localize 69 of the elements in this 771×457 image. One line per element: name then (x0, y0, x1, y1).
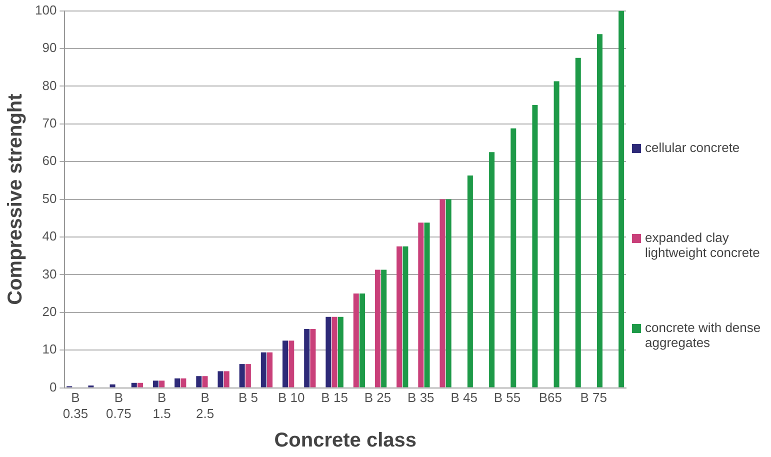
bar (282, 340, 288, 388)
x-tick-label: B65 (538, 390, 562, 406)
y-tick-label: 10 (42, 342, 57, 357)
bar (510, 128, 516, 388)
x-tick-label: B 15 (321, 390, 348, 406)
bar (338, 316, 344, 388)
y-axis-title: Compressive strenght (4, 93, 27, 305)
x-tick-label: B 1.5 (152, 390, 171, 421)
bar (332, 316, 338, 388)
x-tick-label: B 45 (450, 390, 478, 406)
y-tick-label: 70 (42, 115, 57, 130)
bar (260, 352, 266, 388)
y-tick-label: 60 (42, 153, 57, 168)
bar (424, 222, 430, 388)
bar (381, 270, 387, 388)
y-tick-label: 40 (42, 228, 57, 244)
y-tick-label: 30 (42, 266, 57, 282)
bar (138, 382, 144, 388)
bar (467, 176, 473, 388)
bar (575, 58, 581, 388)
bar (396, 246, 402, 388)
y-tick-label: 50 (42, 190, 57, 206)
bar (489, 152, 495, 388)
bar (304, 328, 310, 388)
x-tick-label: B 55 (494, 390, 521, 406)
bar (159, 380, 165, 388)
bar (174, 378, 180, 388)
bar (596, 34, 602, 388)
bar (402, 246, 408, 388)
bar (326, 316, 332, 388)
bar (374, 270, 380, 388)
bar (353, 294, 359, 388)
x-tick-label: B 0.35 (62, 390, 88, 421)
bar (218, 371, 224, 388)
bar (224, 371, 230, 388)
bar (267, 352, 273, 388)
x-tick-label: B 2.5 (196, 390, 214, 421)
x-tick-label: B 10 (278, 390, 305, 406)
bar (131, 382, 137, 388)
y-tick-label: 80 (42, 78, 57, 93)
bar (202, 376, 208, 388)
bar (532, 105, 538, 388)
x-tick-label: B 5 (238, 390, 258, 406)
bar (152, 380, 158, 388)
legend-label: cellular concrete (645, 140, 740, 155)
bar (245, 364, 251, 388)
bar (618, 10, 624, 388)
legend-label: concrete with dense aggregates (645, 320, 762, 350)
y-tick-label: 90 (42, 40, 57, 56)
x-tick-label: B 25 (364, 390, 392, 406)
bar (446, 199, 452, 388)
x-tick-label: B 75 (580, 390, 607, 406)
bar (196, 376, 202, 388)
bar (440, 199, 446, 388)
x-tick-label: B 0.75 (106, 390, 132, 421)
legend-label: expanded clay lightweight concrete (645, 230, 761, 260)
bar (310, 328, 316, 388)
bar (288, 340, 294, 388)
bar (110, 384, 116, 388)
y-tick-label: 20 (42, 304, 57, 319)
x-axis-title: Concrete class (274, 430, 416, 452)
bar (360, 294, 366, 388)
y-tick-label: 100 (34, 2, 57, 18)
bar (239, 364, 245, 388)
y-tick-label: 0 (49, 379, 57, 394)
bar (180, 378, 186, 388)
bar (418, 222, 424, 388)
x-tick-label: B 35 (408, 390, 434, 406)
bar (554, 81, 560, 388)
